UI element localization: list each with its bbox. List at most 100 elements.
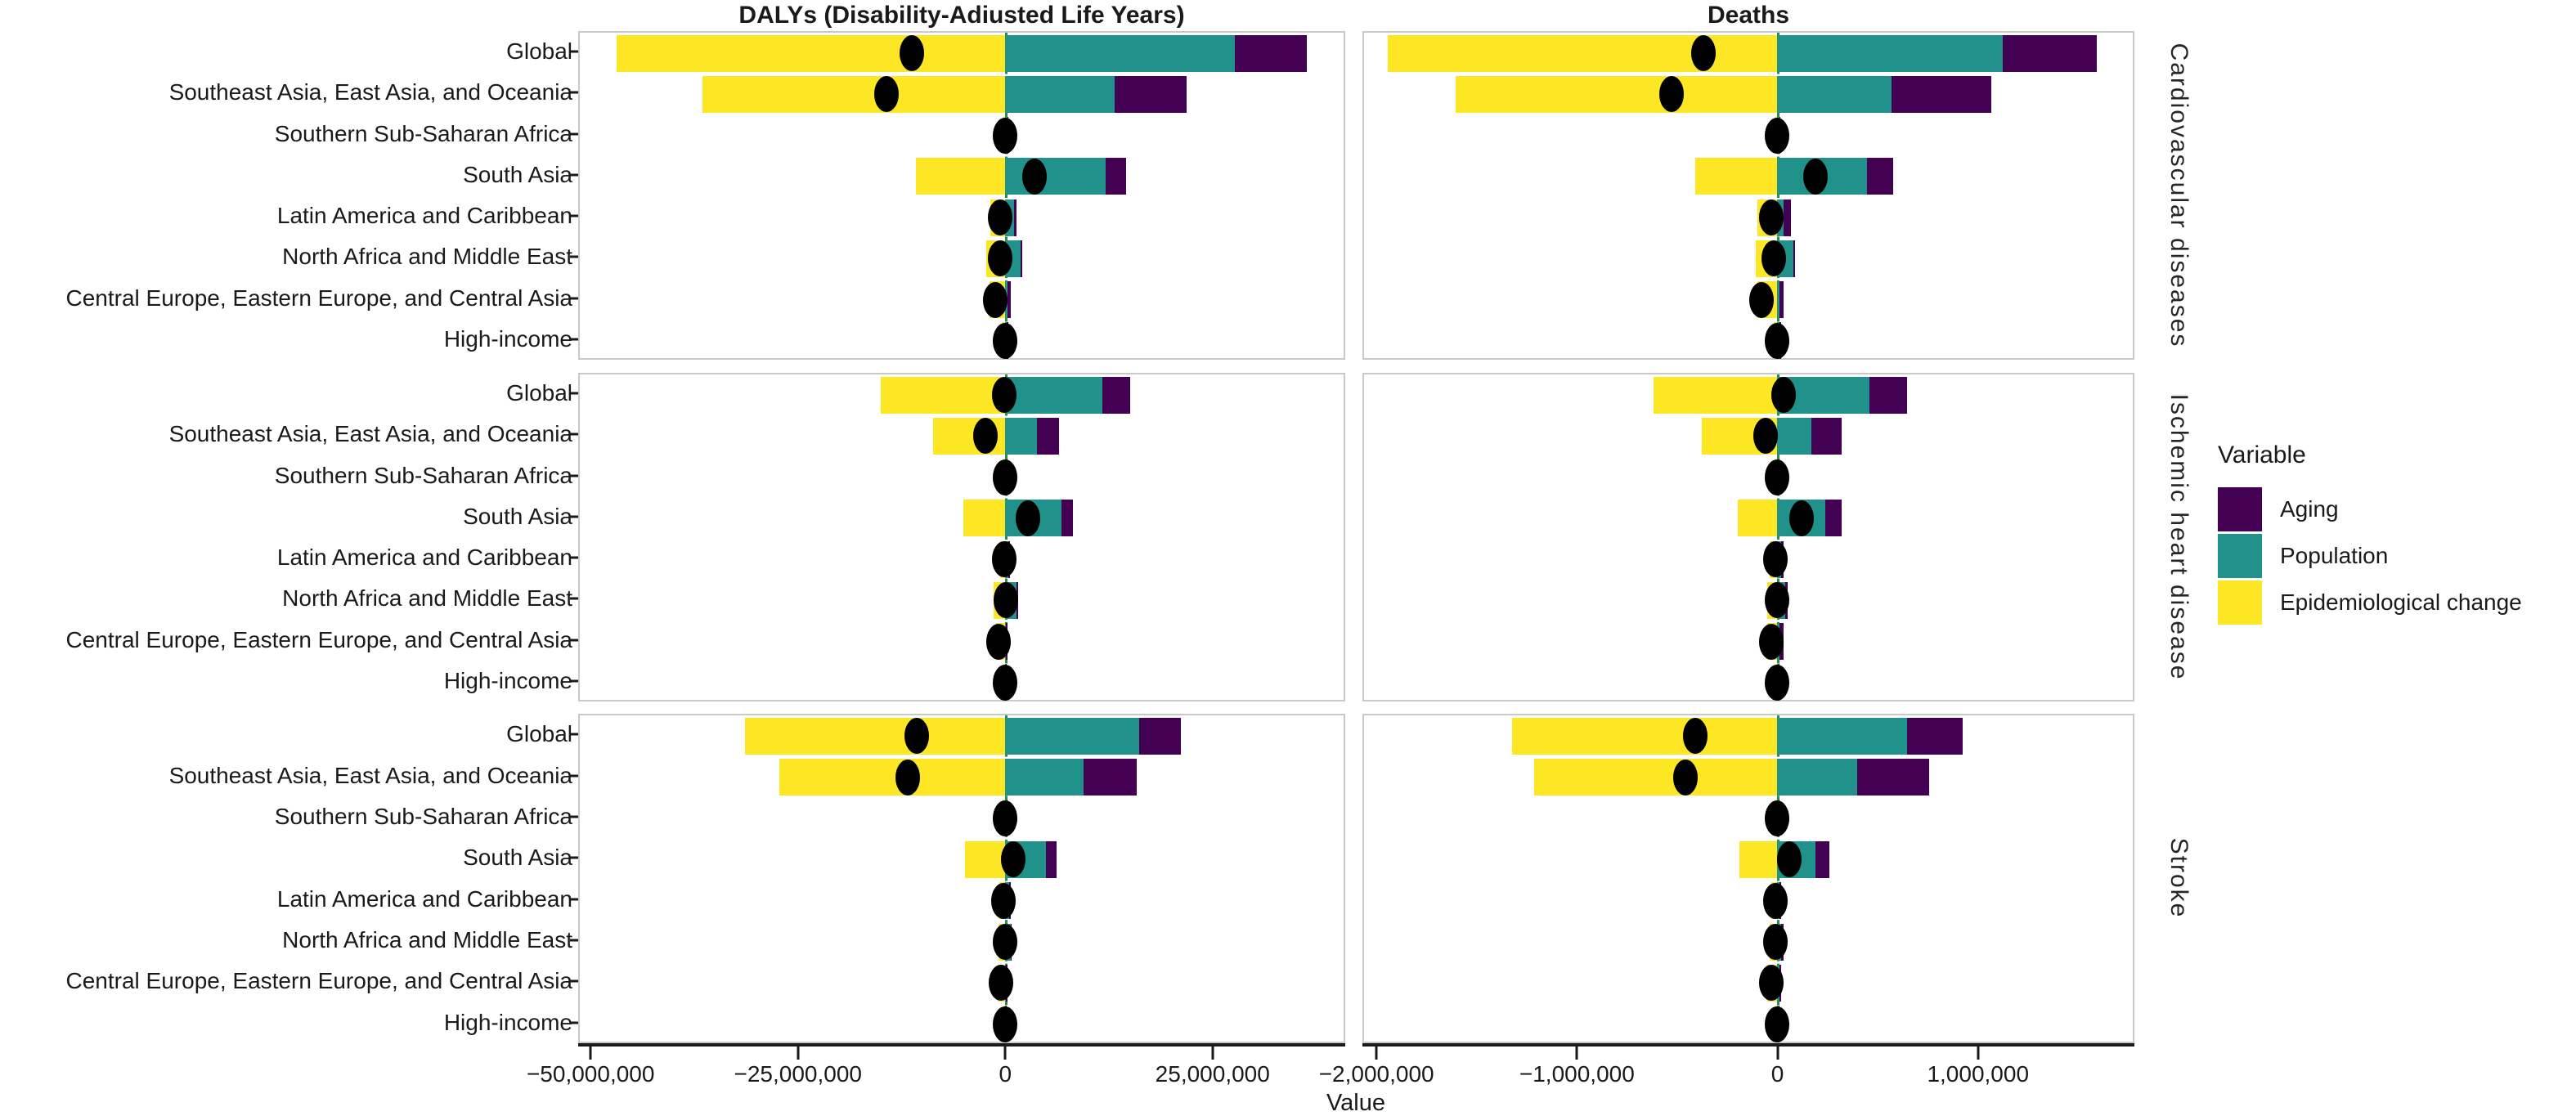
bar-segment-aging	[1793, 240, 1796, 277]
net-change-dot	[993, 664, 1017, 701]
net-change-dot	[1001, 841, 1026, 878]
net-change-dot	[1759, 199, 1784, 236]
net-change-dot	[1762, 541, 1788, 578]
y-axis-tick	[570, 979, 578, 983]
y-axis-tick	[570, 50, 578, 53]
net-change-dot	[1762, 882, 1788, 919]
x-axis-tick	[1211, 1047, 1214, 1060]
net-change-dot	[1765, 322, 1790, 359]
y-axis-label: Central Europe, Eastern Europe, and Cent…	[65, 285, 572, 311]
legend-swatch-icon	[2218, 487, 2262, 531]
bar-segment-aging	[1083, 759, 1137, 796]
bar-segment-population	[1005, 717, 1139, 755]
x-axis-tick	[1003, 1047, 1007, 1060]
panel-stroke-deaths	[1362, 714, 2134, 1043]
bar-segment-epidemiological-change	[779, 759, 1005, 796]
y-axis-tick	[570, 297, 578, 300]
y-axis-tick	[570, 132, 578, 136]
y-axis-tick	[570, 774, 578, 778]
bar-segment-aging	[1102, 376, 1131, 414]
y-axis-tick	[570, 679, 578, 683]
y-axis-tick	[570, 173, 578, 177]
legend-swatch-icon	[2218, 534, 2262, 578]
net-change-dot	[1683, 718, 1708, 755]
legend-title: Variable	[2218, 441, 2306, 468]
y-axis-label: Global	[506, 38, 572, 65]
y-axis-tick	[570, 392, 578, 395]
bar-segment-epidemiological-change	[1456, 75, 1778, 113]
zero-reference-line	[1777, 33, 1780, 358]
legend-item-label: Epidemiological change	[2280, 589, 2522, 615]
y-axis-label: Southern Sub-Saharan Africa	[274, 462, 572, 488]
bar-segment-epidemiological-change	[1737, 500, 1778, 537]
zero-reference-line	[1777, 715, 1780, 1042]
bar-segment-population	[1777, 717, 1908, 755]
x-axis-tick-label: −50,000,000	[526, 1061, 655, 1087]
bar-segment-aging	[1811, 417, 1842, 455]
y-axis-label: North Africa and Middle East	[282, 244, 572, 270]
net-change-dot	[993, 800, 1017, 836]
bar-segment-aging	[1037, 417, 1059, 455]
bar-segment-population	[1777, 34, 2004, 72]
net-change-dot	[988, 965, 1013, 1002]
bar-segment-epidemiological-change	[1533, 759, 1778, 796]
net-change-dot	[1765, 117, 1790, 154]
y-axis-label: Central Europe, Eastern Europe, and Cent…	[65, 968, 572, 994]
net-change-dot	[1022, 158, 1048, 195]
net-change-dot	[895, 759, 920, 796]
panel-stroke-dalys	[578, 714, 1345, 1043]
panel-cardiovascular-diseases-dalys	[578, 31, 1345, 360]
net-change-dot	[987, 199, 1012, 236]
y-axis-tick	[570, 556, 578, 559]
net-change-dot	[1016, 500, 1041, 536]
bar-segment-aging	[1907, 717, 1963, 755]
bar-segment-aging	[1008, 281, 1012, 319]
y-axis-tick	[570, 91, 578, 94]
bar-segment-aging	[1061, 500, 1073, 537]
y-axis-label: Global	[506, 721, 572, 747]
bar-segment-epidemiological-change	[964, 840, 1005, 878]
y-axis-tick	[570, 639, 578, 642]
bar-segment-aging	[1869, 376, 1908, 414]
bar-segment-epidemiological-change	[702, 75, 1005, 113]
bar-segment-aging	[1046, 840, 1057, 878]
y-axis-label: Latin America and Caribbean	[276, 203, 572, 229]
x-axis-tick-label: 25,000,000	[1155, 1061, 1270, 1087]
zero-reference-line	[1005, 374, 1008, 700]
bar-segment-population	[1005, 75, 1115, 113]
net-change-dot	[1770, 377, 1796, 414]
bar-segment-population	[1005, 34, 1235, 72]
y-axis-tick	[570, 939, 578, 942]
bar-segment-aging	[1106, 158, 1127, 195]
x-axis-tick	[589, 1047, 592, 1060]
net-change-dot	[972, 418, 998, 455]
net-change-dot	[1759, 623, 1784, 660]
y-axis-label: High-income	[443, 325, 572, 352]
bar-segment-epidemiological-change	[880, 376, 1005, 414]
x-axis-tick-label: −1,000,000	[1519, 1061, 1635, 1087]
x-axis-line	[578, 1043, 1345, 1047]
y-axis-label: South Asia	[463, 161, 572, 187]
bar-segment-epidemiological-change	[1388, 34, 1778, 72]
net-change-dot	[987, 240, 1012, 277]
net-change-dot	[1673, 759, 1699, 796]
y-axis-tick	[570, 815, 578, 818]
net-change-dot	[1777, 841, 1802, 878]
net-change-dot	[993, 322, 1017, 359]
bar-segment-aging	[1815, 840, 1829, 878]
bar-segment-population	[1777, 759, 1858, 796]
bar-segment-aging	[1783, 199, 1792, 236]
net-change-dot	[1802, 158, 1828, 195]
zero-reference-line	[1777, 374, 1780, 700]
y-axis-label: North Africa and Middle East	[282, 927, 572, 953]
bar-segment-aging	[1115, 75, 1187, 113]
bar-segment-aging	[1014, 199, 1017, 236]
bar-segment-aging	[1779, 281, 1784, 319]
y-axis-tick	[570, 1021, 578, 1024]
net-change-dot	[990, 882, 1016, 919]
net-change-dot	[1765, 1006, 1790, 1042]
net-change-dot	[1691, 35, 1717, 72]
y-axis-tick	[570, 474, 578, 477]
net-change-dot	[994, 582, 1019, 619]
